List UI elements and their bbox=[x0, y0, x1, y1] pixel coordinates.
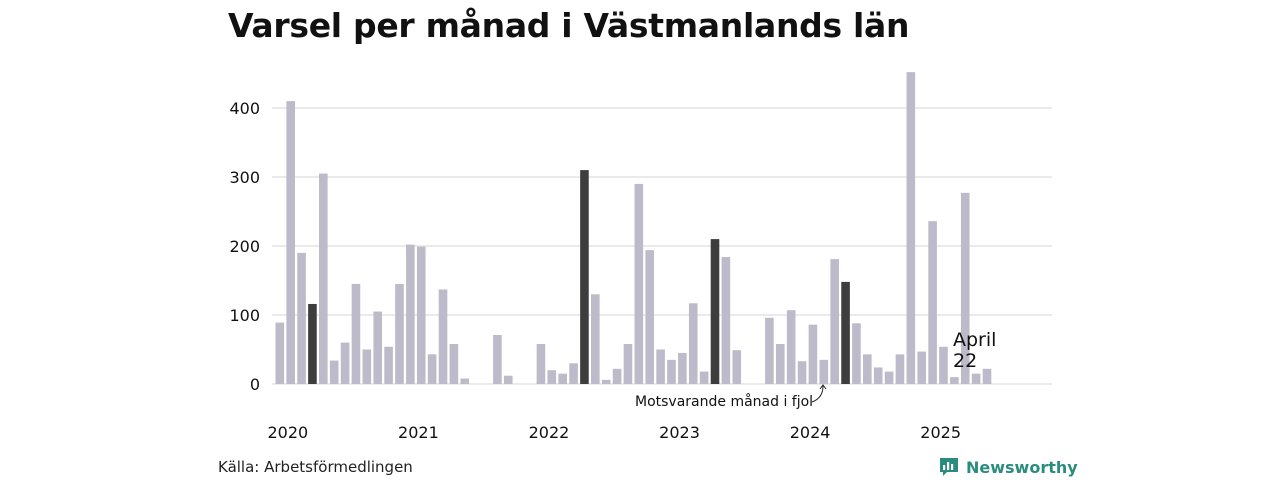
annotation-arrow bbox=[811, 385, 824, 403]
y-tick-label: 300 bbox=[229, 168, 260, 187]
bar bbox=[384, 346, 393, 384]
bar bbox=[721, 257, 731, 384]
bar bbox=[612, 368, 622, 384]
bar bbox=[732, 350, 742, 384]
annotation-arrowhead bbox=[819, 384, 827, 390]
bar bbox=[765, 317, 774, 384]
bar bbox=[797, 361, 807, 384]
bar bbox=[416, 246, 426, 384]
bar bbox=[863, 354, 872, 384]
y-tick-label: 200 bbox=[229, 237, 260, 256]
bar bbox=[645, 250, 655, 384]
bar bbox=[710, 239, 720, 384]
bar bbox=[308, 303, 317, 384]
bar bbox=[351, 283, 361, 384]
bar bbox=[569, 363, 578, 384]
current-value-label: 22 bbox=[953, 350, 977, 372]
bar bbox=[319, 173, 328, 384]
bar bbox=[406, 244, 415, 384]
bar bbox=[275, 322, 285, 384]
y-axis-ticks: 0 100 200 300 400 bbox=[229, 99, 260, 394]
bar bbox=[297, 252, 306, 384]
bar bbox=[395, 283, 404, 384]
bar bbox=[906, 72, 916, 385]
bar bbox=[819, 359, 829, 384]
annotations: April 22 Motsvarande månad i fjol bbox=[635, 329, 996, 410]
y-tick-label: 100 bbox=[229, 306, 260, 325]
bar bbox=[547, 370, 557, 384]
bar bbox=[438, 289, 448, 384]
x-tick-label: 2021 bbox=[398, 423, 439, 442]
x-tick-label: 2022 bbox=[529, 423, 570, 442]
x-tick-label: 2020 bbox=[268, 423, 309, 442]
bar bbox=[688, 303, 698, 384]
bar bbox=[591, 294, 600, 384]
bar bbox=[558, 373, 567, 384]
bar bbox=[841, 281, 850, 384]
bar bbox=[786, 310, 796, 384]
source-note: Källa: Arbetsförmedlingen bbox=[218, 458, 413, 476]
x-axis-ticks: 2020 2021 2022 2023 2024 2025 bbox=[268, 423, 962, 442]
bar bbox=[808, 324, 818, 384]
newsworthy-logo-icon bbox=[940, 458, 958, 476]
bar bbox=[928, 221, 937, 384]
bar bbox=[580, 170, 589, 384]
bar bbox=[917, 351, 927, 384]
chart-title: Varsel per månad i Västmanlands län bbox=[228, 6, 910, 45]
bar bbox=[340, 342, 350, 384]
bar bbox=[449, 343, 459, 384]
bar bbox=[699, 371, 709, 384]
bar bbox=[678, 352, 687, 384]
x-tick-label: 2024 bbox=[790, 423, 831, 442]
bar bbox=[971, 373, 981, 384]
logo-text: Newsworthy bbox=[966, 457, 1078, 477]
bar bbox=[950, 377, 959, 384]
bar bbox=[536, 343, 546, 384]
newsworthy-logo: Newsworthy bbox=[938, 455, 1078, 479]
bar bbox=[830, 259, 839, 384]
bar bbox=[873, 367, 883, 384]
bar bbox=[775, 343, 785, 384]
bar bbox=[852, 323, 861, 384]
y-tick-label: 400 bbox=[229, 99, 260, 118]
bar bbox=[362, 349, 372, 384]
bar bbox=[623, 343, 633, 384]
bar bbox=[895, 354, 905, 384]
bar bbox=[982, 368, 992, 384]
previous-year-annotation: Motsvarande månad i fjol bbox=[635, 393, 813, 410]
bar bbox=[373, 311, 383, 384]
bar bbox=[601, 379, 611, 384]
bars bbox=[275, 72, 992, 385]
bar bbox=[656, 349, 665, 384]
bar bbox=[634, 183, 644, 384]
bar bbox=[503, 375, 513, 384]
bar bbox=[493, 335, 502, 384]
x-tick-label: 2025 bbox=[920, 423, 961, 442]
bar bbox=[286, 101, 295, 384]
y-tick-label: 0 bbox=[250, 375, 260, 394]
bar bbox=[427, 354, 437, 384]
bar bbox=[939, 346, 948, 384]
x-tick-label: 2023 bbox=[659, 423, 700, 442]
current-month-label: April bbox=[953, 329, 996, 351]
bar bbox=[884, 371, 894, 384]
bar bbox=[960, 192, 970, 384]
bar bbox=[329, 360, 339, 384]
bar bbox=[460, 378, 470, 384]
bar bbox=[667, 359, 676, 384]
